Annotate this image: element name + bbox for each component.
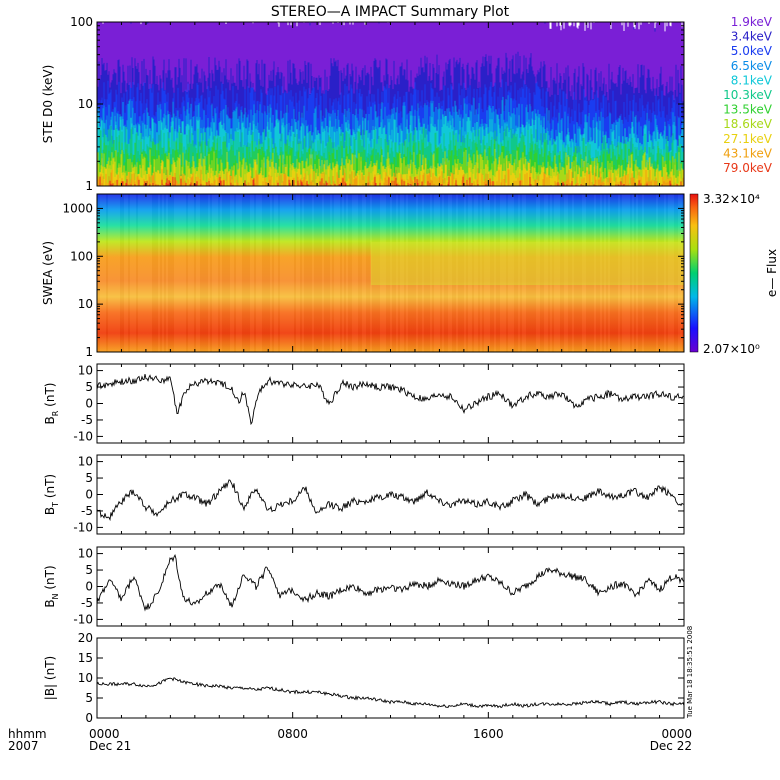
year-label: 2007 [8,739,39,753]
y-tick-label: 10 [78,97,93,111]
generation-timestamp: Tue Mar 18 18:35:51 2008 [686,626,694,719]
x-tick-label: 0000 [661,727,692,741]
y-tick-label: -10 [73,429,93,443]
spectrogram-region [370,241,684,286]
y-tick-label: 0 [85,397,93,411]
legend-entry: 3.4keV [731,30,773,44]
y-axis-label: BT (nT) [43,474,60,515]
y-axis-label: SWEA (eV) [41,241,55,305]
y-tick-label: 1000 [62,201,93,215]
y-axis-label: STE D0 (keV) [41,65,55,144]
legend-entry: 13.5keV [723,103,773,117]
y-tick-label: -5 [81,596,93,610]
legend-entry: 79.0keV [723,161,773,175]
plot-title: STEREO—A IMPACT Summary Plot [271,4,510,20]
y-tick-label: 5 [85,380,93,394]
panel-frame [96,637,685,719]
y-axis-label: BR (nT) [43,383,60,425]
colorbar-max-label: 3.32×10⁴ [703,192,760,206]
x-tick-label: 1600 [473,727,504,741]
x-date-label: Dec 22 [650,739,692,753]
colorbar-label: e— Flux [765,249,779,297]
colorbar-min-label: 2.07×10⁰ [703,342,760,356]
y-tick-label: 10 [78,455,93,469]
panel-frame [96,363,685,444]
y-tick-label: 15 [78,651,93,665]
time-format-label: hhmm [8,727,47,741]
y-axis-label: |B| (nT) [43,656,57,700]
spectrogram-texture [98,194,684,352]
x-tick-label: 0800 [277,727,308,741]
legend-entry: 8.1keV [731,73,773,87]
y-tick-label: 100 [70,249,93,263]
legend-entry: 5.0keV [731,44,773,58]
x-date-label: Dec 21 [89,739,131,753]
y-tick-label: 10 [78,297,93,311]
y-tick-label: 100 [70,15,93,29]
legend-entry: 10.3keV [723,88,773,102]
y-tick-label: 5 [85,691,93,705]
legend-entry: 1.9keV [731,15,773,29]
y-tick-label: -10 [73,612,93,626]
panel-2: -10 -5 0 5 10 BR (nT) [43,363,685,444]
legend-entry: 43.1keV [723,146,773,160]
y-axis-label: BN (nT) [43,565,60,607]
y-tick-label: 10 [78,364,93,378]
legend-entry: 18.6keV [723,117,773,131]
panel-4: -10 -5 0 5 10 BN (nT) [43,546,685,627]
y-tick-label: 5 [85,563,93,577]
panel-0: 1.9keV3.4keV5.0keV6.5keV8.1keV10.3keV13.… [41,15,773,193]
field-trace [96,554,685,612]
panel-3: -10 -5 0 5 10 BT (nT) [43,454,685,535]
panel-5: 0 5 10 15 20 |B| (nT) [43,631,685,725]
y-tick-label: 0 [85,711,93,725]
y-tick-label: 1 [85,179,93,193]
field-trace [96,374,685,426]
y-tick-label: -5 [81,413,93,427]
colorbar [689,193,699,353]
y-tick-label: 10 [78,547,93,561]
panel-frame [96,546,685,627]
legend-entry: 6.5keV [731,59,773,73]
y-tick-label: 0 [85,488,93,502]
y-tick-label: 0 [85,580,93,594]
y-tick-label: -5 [81,504,93,518]
field-trace [96,677,685,709]
y-tick-label: 20 [78,631,93,645]
y-tick-label: -10 [73,520,93,534]
y-tick-label: 1 [85,345,93,359]
x-tick-label: 0000 [89,727,120,741]
field-trace [96,479,685,522]
legend-entry: 27.1keV [723,132,773,146]
swea-spectrogram [97,194,684,352]
panel-1: 3.32×10⁴ 2.07×10⁰ e— Flux 1 10 100 1000 SWEA (e… [41,192,779,359]
y-tick-label: 10 [78,671,93,685]
y-tick-label: 5 [85,471,93,485]
